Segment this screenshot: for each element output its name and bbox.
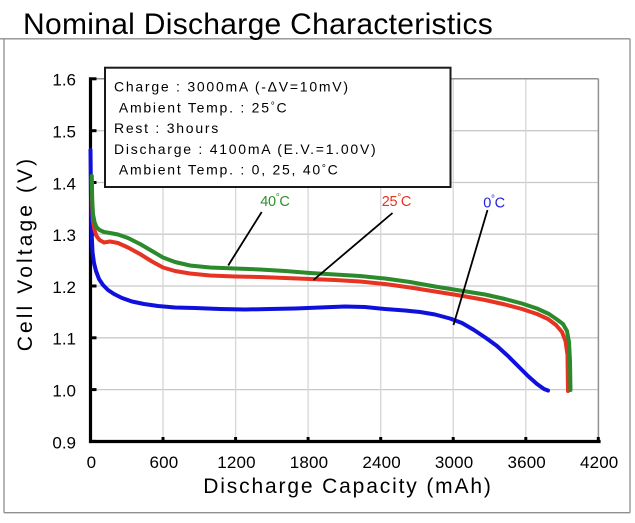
- svg-text:3000: 3000: [435, 453, 473, 472]
- svg-text:2400: 2400: [362, 453, 400, 472]
- svg-text:1800: 1800: [290, 453, 328, 472]
- svg-text:Rest : 3hours: Rest : 3hours: [114, 120, 220, 136]
- svg-text:1.3: 1.3: [52, 226, 76, 245]
- svg-text:600: 600: [149, 453, 178, 472]
- svg-text:25°C: 25°C: [382, 193, 411, 210]
- svg-text:Nominal Discharge Characterist: Nominal Discharge Characteristics: [23, 8, 493, 41]
- svg-text:Ambient Temp. : 0, 25, 40°C: Ambient Temp. : 0, 25, 40°C: [114, 162, 340, 178]
- svg-text:4200: 4200: [580, 453, 618, 472]
- svg-text:1.1: 1.1: [52, 330, 76, 349]
- svg-text:1.0: 1.0: [52, 382, 76, 401]
- svg-text:0.9: 0.9: [52, 433, 76, 452]
- svg-text:Charge : 3000mA (-ΔV=10mV): Charge : 3000mA (-ΔV=10mV): [114, 79, 350, 95]
- svg-text:40°C: 40°C: [260, 193, 289, 210]
- svg-text:Discharge Capacity (mAh): Discharge Capacity (mAh): [203, 475, 492, 498]
- svg-text:1.6: 1.6: [52, 71, 76, 90]
- svg-text:0: 0: [87, 453, 97, 472]
- svg-text:3600: 3600: [507, 453, 545, 472]
- svg-text:1200: 1200: [217, 453, 255, 472]
- svg-text:Cell Voltage (V): Cell Voltage (V): [14, 156, 37, 352]
- svg-text:0°C: 0°C: [483, 194, 505, 211]
- svg-text:1.4: 1.4: [52, 174, 76, 193]
- svg-text:Ambient Temp. : 25°C: Ambient Temp. : 25°C: [114, 99, 288, 115]
- svg-text:1.5: 1.5: [52, 123, 76, 142]
- svg-text:1.2: 1.2: [52, 278, 76, 297]
- svg-text:Discharge : 4100mA (E.V.=1.00V: Discharge : 4100mA (E.V.=1.00V): [114, 141, 377, 157]
